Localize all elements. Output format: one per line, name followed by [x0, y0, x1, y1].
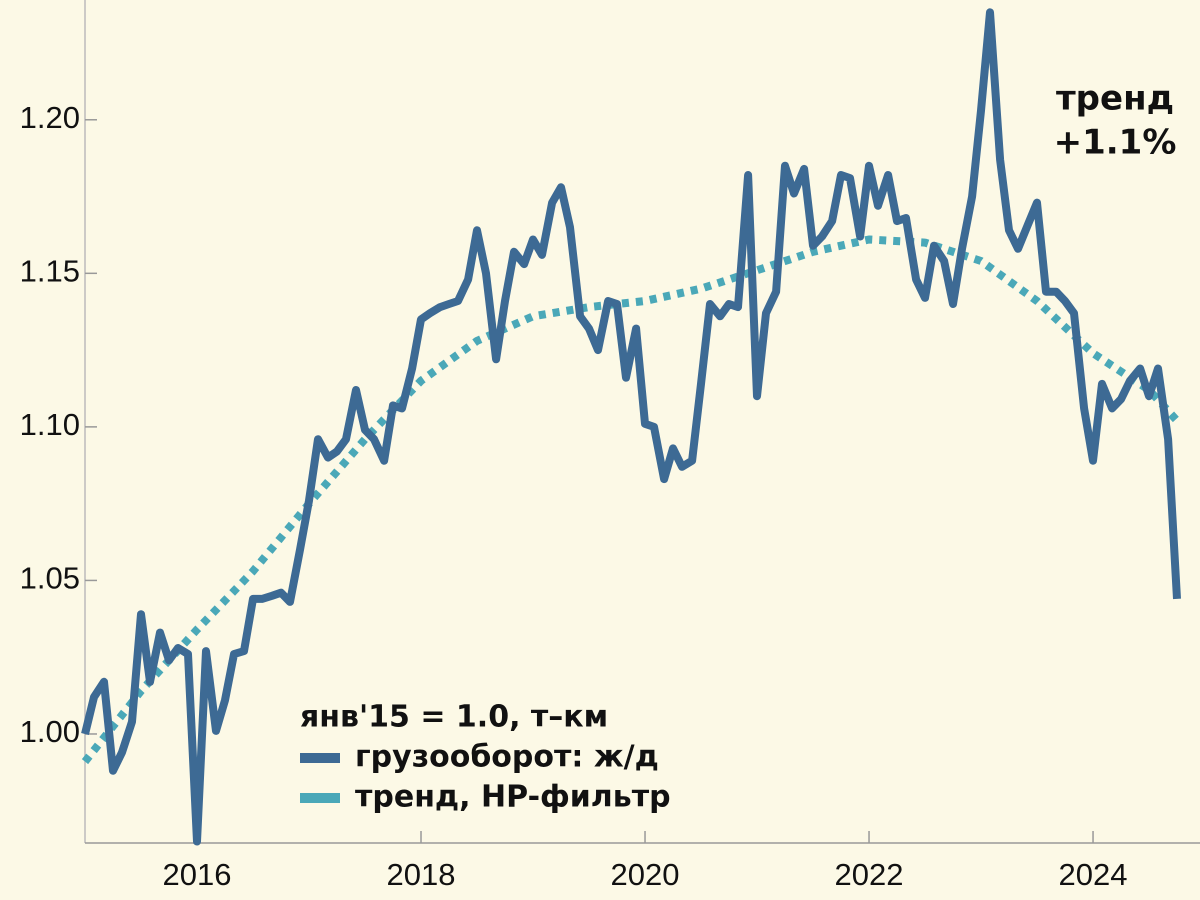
x-tick-label: 2022 [835, 857, 904, 892]
x-tick-label: 2020 [611, 857, 680, 892]
x-tick-label: 2018 [387, 857, 456, 892]
y-tick-label: 1.15 [20, 254, 80, 289]
series-line [81, 235, 1180, 765]
legend-label: грузооборот: ж/д [355, 740, 659, 775]
y-tick-label: 1.00 [20, 714, 80, 749]
legend-title: янв'15 = 1.0, т–км [300, 700, 608, 735]
x-tick-label: 2024 [1059, 857, 1128, 892]
y-tick-label: 1.10 [20, 407, 80, 442]
annotation: +1.1% [1054, 123, 1177, 163]
annotation: тренд [1056, 79, 1174, 119]
y-tick-label: 1.20 [20, 100, 80, 135]
x-tick-label: 2016 [163, 857, 232, 892]
y-tick-label: 1.05 [20, 561, 80, 596]
series-line [81, 8, 1181, 846]
legend-label: тренд, HP-фильтр [355, 780, 671, 815]
